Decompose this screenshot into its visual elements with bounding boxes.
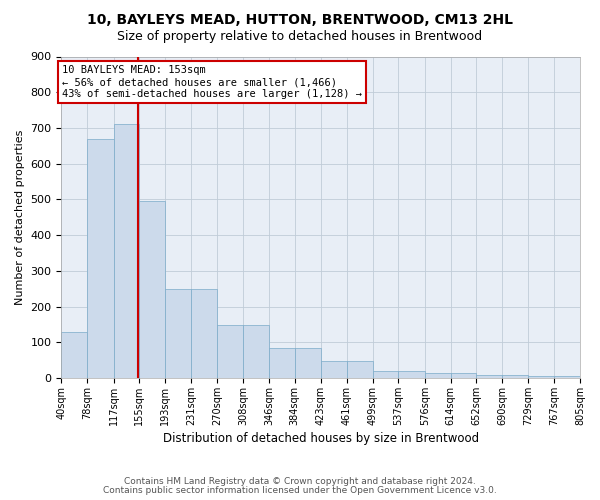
Bar	[113, 124, 139, 378]
Y-axis label: Number of detached properties: Number of detached properties	[15, 130, 25, 305]
Bar	[295, 348, 321, 378]
Bar	[191, 288, 217, 378]
Bar	[451, 372, 476, 378]
Bar	[217, 325, 243, 378]
Bar	[425, 372, 451, 378]
Text: 10, BAYLEYS MEAD, HUTTON, BRENTWOOD, CM13 2HL: 10, BAYLEYS MEAD, HUTTON, BRENTWOOD, CM1…	[87, 12, 513, 26]
Text: 10 BAYLEYS MEAD: 153sqm
← 56% of detached houses are smaller (1,466)
43% of semi: 10 BAYLEYS MEAD: 153sqm ← 56% of detache…	[62, 66, 362, 98]
Bar	[87, 138, 113, 378]
Bar	[580, 375, 600, 378]
Bar	[476, 375, 502, 378]
Bar	[243, 325, 269, 378]
Bar	[269, 348, 295, 378]
Bar	[61, 332, 87, 378]
Bar	[529, 376, 554, 378]
Bar	[165, 288, 191, 378]
Bar	[554, 376, 580, 378]
Bar	[373, 371, 398, 378]
Text: Contains public sector information licensed under the Open Government Licence v3: Contains public sector information licen…	[103, 486, 497, 495]
Text: Size of property relative to detached houses in Brentwood: Size of property relative to detached ho…	[118, 30, 482, 43]
Bar	[139, 201, 165, 378]
X-axis label: Distribution of detached houses by size in Brentwood: Distribution of detached houses by size …	[163, 432, 479, 445]
Text: Contains HM Land Registry data © Crown copyright and database right 2024.: Contains HM Land Registry data © Crown c…	[124, 478, 476, 486]
Bar	[347, 362, 373, 378]
Bar	[321, 362, 347, 378]
Bar	[398, 371, 425, 378]
Bar	[502, 375, 529, 378]
